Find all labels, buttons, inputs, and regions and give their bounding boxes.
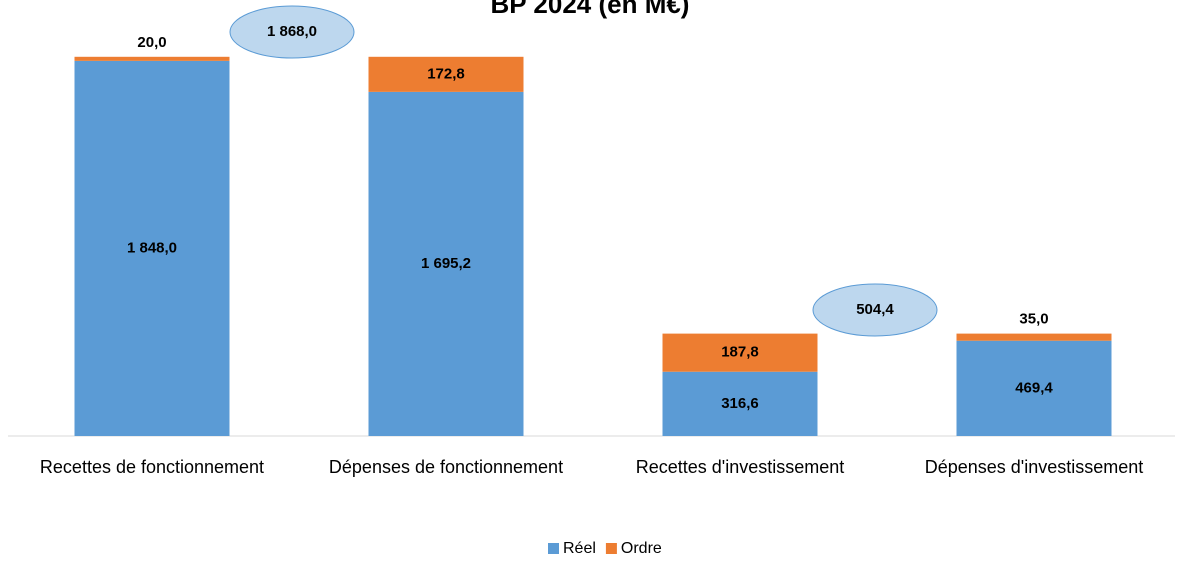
bar-segment — [368, 91, 524, 437]
bar-segment — [956, 340, 1112, 436]
data-label: 35,0 — [1019, 311, 1048, 328]
annotation-bubble — [812, 283, 938, 337]
data-label: 316,6 — [721, 395, 759, 412]
bar-segment — [956, 333, 1112, 341]
legend-swatch — [605, 543, 617, 554]
data-label: 1 848,0 — [127, 239, 177, 256]
x-tick-label: Recettes d'investissement — [636, 457, 845, 477]
data-label: 20,0 — [137, 34, 166, 51]
bar-segment — [662, 333, 818, 372]
legend-swatch — [548, 543, 559, 554]
data-label: 187,8 — [721, 344, 759, 361]
annotation-bubble — [229, 5, 355, 59]
x-tick-label: Dépenses de fonctionnement — [329, 457, 563, 477]
bar-segment — [662, 371, 818, 436]
annotation: 1 868,0 — [267, 23, 317, 40]
chart-title: BP 2024 (en M€) — [491, 0, 690, 19]
bar-segment — [74, 56, 230, 61]
bar-segment — [368, 56, 524, 92]
legend-label: Réel — [563, 540, 596, 557]
x-tick-label: Dépenses d'investissement — [925, 457, 1144, 477]
data-label: 469,4 — [1015, 379, 1053, 396]
bar-segment — [74, 60, 230, 437]
data-label: 172,8 — [427, 65, 465, 82]
x-tick-label: Recettes de fonctionnement — [40, 457, 264, 477]
data-label: 1 695,2 — [421, 255, 471, 272]
annotation: 504,4 — [856, 301, 894, 318]
legend-label: Ordre — [621, 540, 662, 557]
